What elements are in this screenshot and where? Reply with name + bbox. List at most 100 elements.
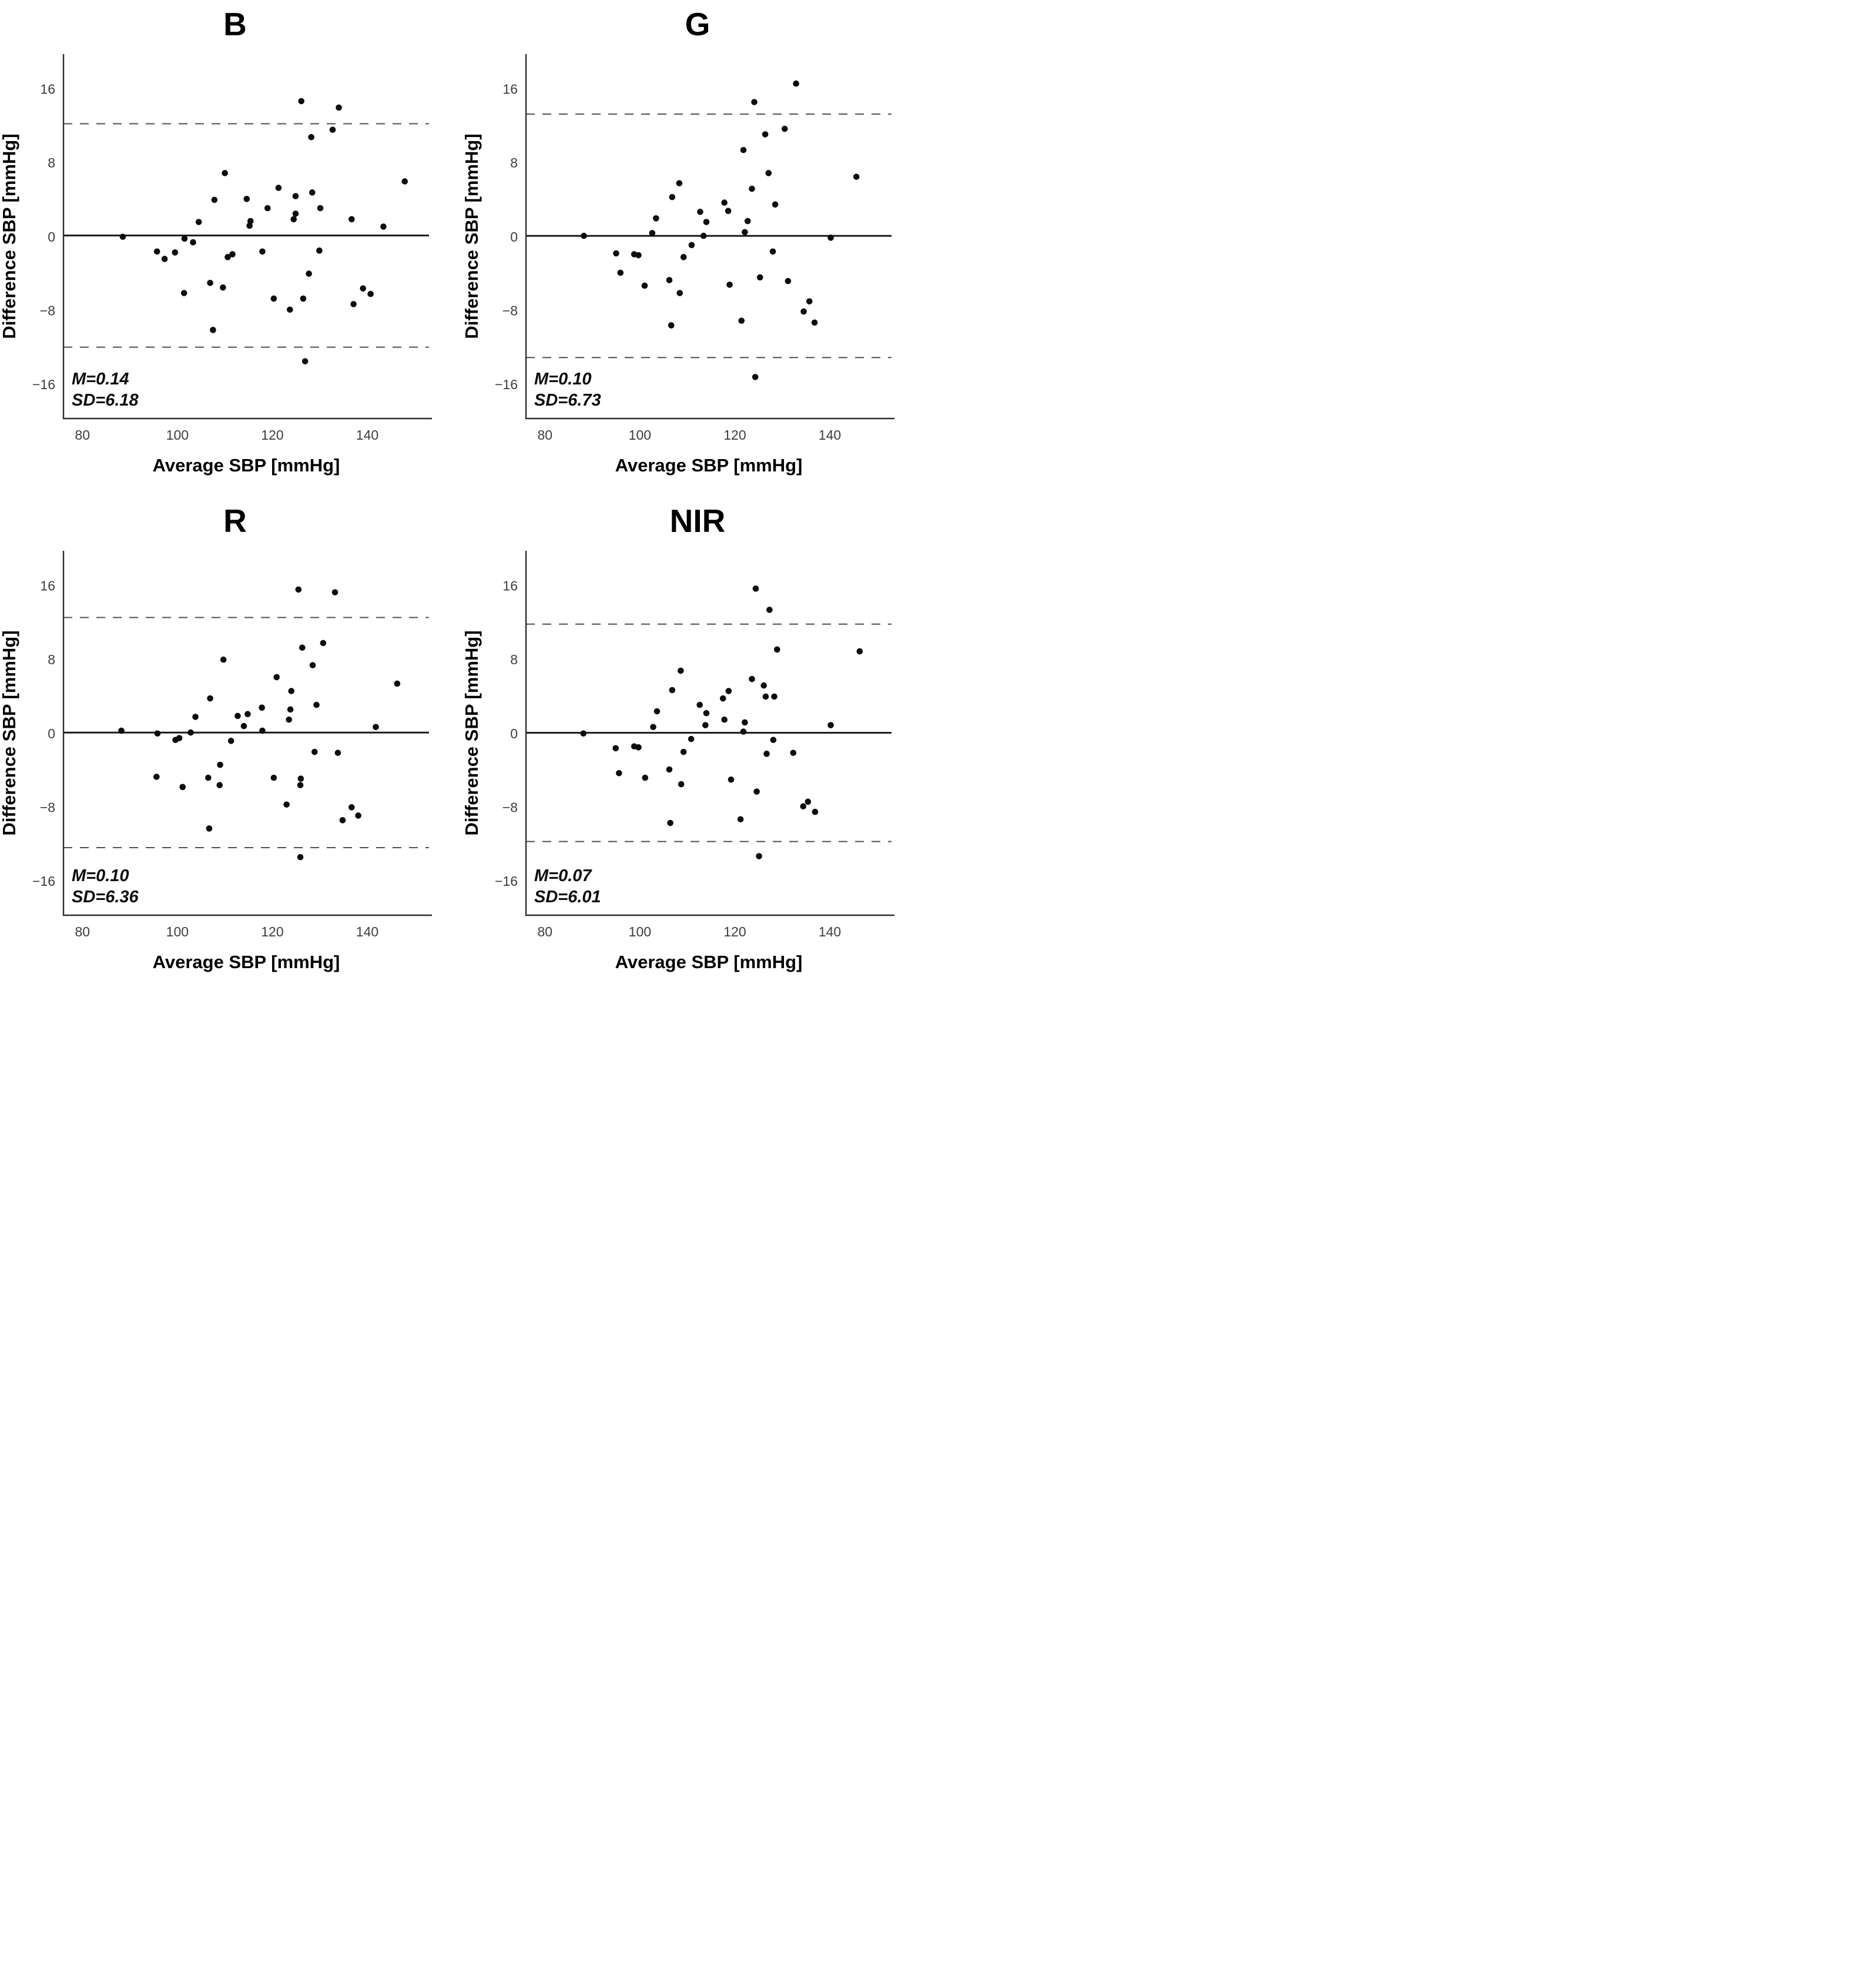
- data-point: [853, 173, 860, 180]
- data-point: [306, 270, 312, 277]
- scatter-plot-r: 80 100 120 140 −16 −8 0 8 16 R Average SBP [mmHg…: [0, 503, 432, 972]
- data-point: [703, 219, 710, 225]
- data-point: [373, 724, 379, 731]
- data-point: [317, 205, 324, 212]
- panel-nir: 80 100 120 140 −16 −8 0 8 16 NIR Average SBP [mm…: [462, 497, 925, 993]
- data-point: [217, 761, 223, 768]
- data-point: [800, 308, 807, 315]
- plot-layer-g: 80 100 120 140 −16 −8 0 8 16: [495, 54, 894, 443]
- y-tick-label: 16: [502, 82, 518, 97]
- x-tick-label: 140: [356, 427, 378, 443]
- y-axis-label: Difference SBP [mmHg]: [462, 133, 482, 339]
- data-point: [617, 269, 624, 276]
- data-point: [350, 301, 357, 307]
- data-point: [207, 279, 213, 286]
- data-point: [211, 196, 218, 203]
- data-point: [811, 319, 818, 326]
- x-tick-label: 80: [75, 924, 91, 939]
- data-point: [580, 730, 587, 737]
- data-point: [827, 235, 834, 241]
- data-point: [725, 207, 732, 215]
- data-point: [220, 284, 226, 291]
- data-point: [688, 735, 695, 742]
- data-point: [287, 706, 294, 713]
- data-point: [680, 254, 687, 260]
- data-point: [205, 774, 212, 781]
- y-tick-label: −16: [32, 873, 55, 889]
- data-point: [316, 247, 323, 254]
- data-point: [290, 216, 297, 223]
- y-tick-label: 0: [510, 229, 518, 245]
- data-point: [827, 722, 834, 728]
- y-axis-label: Difference SBP [mmHg]: [462, 630, 482, 835]
- data-point: [641, 282, 648, 289]
- data-point: [270, 295, 277, 302]
- data-point: [726, 282, 733, 288]
- data-point: [766, 607, 773, 613]
- scatter-plot-nir: 80 100 120 140 −16 −8 0 8 16 NIR Average SBP [mm…: [462, 503, 894, 972]
- data-point: [161, 256, 168, 262]
- data-point: [668, 322, 675, 329]
- data-point: [195, 219, 202, 225]
- data-point: [749, 675, 755, 682]
- plot-layer-nir: 80 100 120 140 −16 −8 0 8 16: [495, 551, 894, 939]
- data-point: [752, 374, 759, 380]
- x-axis-label: Average SBP [mmHg]: [615, 455, 803, 476]
- x-tick-label: 120: [261, 924, 283, 939]
- data-point: [311, 748, 318, 755]
- data-point: [297, 782, 304, 788]
- data-point: [331, 589, 339, 595]
- data-point: [721, 199, 728, 206]
- data-point: [669, 687, 676, 694]
- data-point: [856, 648, 863, 655]
- panel-r: 80 100 120 140 −16 −8 0 8 16 R Average SBP [mmHg…: [0, 497, 462, 993]
- data-point: [728, 776, 735, 783]
- y-tick-label: −8: [40, 303, 55, 318]
- data-point: [206, 825, 213, 832]
- data-point: [244, 711, 251, 718]
- data-point: [635, 744, 642, 751]
- data-point: [744, 217, 751, 225]
- data-point: [275, 185, 282, 191]
- data-point: [678, 781, 685, 788]
- data-point: [806, 298, 813, 304]
- y-tick-label: 8: [48, 155, 55, 170]
- data-point: [737, 816, 744, 823]
- data-point: [616, 769, 622, 777]
- bland-altman-grid: 80 100 120 140 −16 −8 0 8 16 B Average SBP [mmHg…: [0, 0, 925, 994]
- data-point: [401, 178, 408, 185]
- y-axis-label: Difference SBP [mmHg]: [0, 630, 19, 835]
- data-point: [288, 688, 295, 694]
- data-point: [725, 688, 732, 694]
- data-point: [292, 193, 299, 200]
- data-point: [785, 277, 792, 285]
- data-point: [348, 216, 355, 223]
- data-point: [176, 735, 183, 741]
- data-point: [742, 719, 748, 726]
- data-point: [286, 716, 293, 723]
- data-point: [153, 774, 160, 780]
- data-point: [752, 585, 759, 592]
- data-point: [760, 682, 768, 689]
- data-point: [181, 235, 188, 242]
- y-tick-label: −8: [40, 799, 55, 815]
- data-point: [669, 193, 676, 200]
- data-point: [635, 252, 642, 259]
- y-tick-label: 8: [510, 155, 518, 170]
- data-point: [348, 804, 355, 811]
- data-point: [234, 712, 241, 719]
- data-point: [287, 306, 293, 313]
- data-point: [790, 749, 797, 757]
- data-point: [613, 250, 619, 257]
- data-point: [247, 217, 254, 225]
- data-point: [667, 819, 673, 826]
- data-point: [180, 290, 187, 296]
- data-point: [781, 125, 788, 132]
- data-point: [762, 693, 769, 700]
- data-point: [700, 232, 707, 239]
- plot-layer-r: 80 100 120 140 −16 −8 0 8 16: [32, 551, 432, 939]
- y-tick-label: 8: [48, 652, 55, 667]
- data-point: [297, 854, 304, 861]
- x-tick-label: 140: [819, 924, 841, 939]
- data-point: [264, 205, 271, 212]
